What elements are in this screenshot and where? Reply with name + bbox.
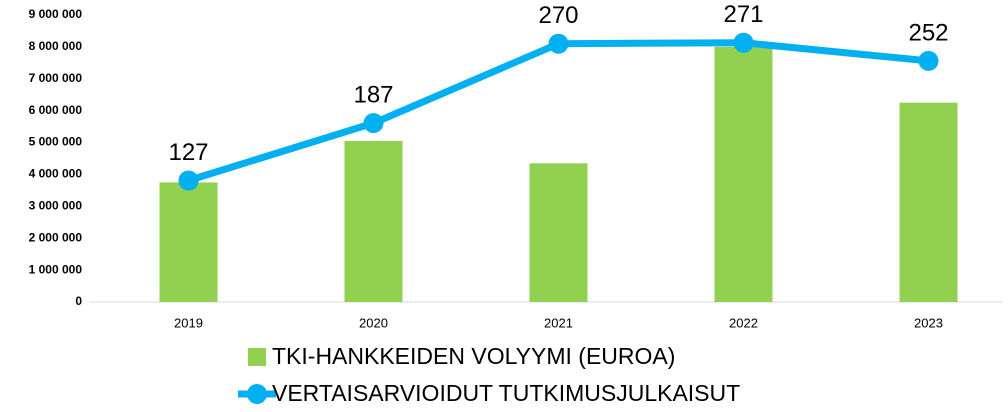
bar bbox=[344, 140, 403, 302]
marker bbox=[178, 170, 199, 191]
legend-marker bbox=[247, 384, 267, 404]
y-tick-label: 5 000 000 bbox=[29, 135, 83, 149]
y-tick-label: 9 000 000 bbox=[29, 7, 83, 21]
x-tick-label: 2020 bbox=[359, 315, 388, 330]
y-tick-label: 1 000 000 bbox=[29, 262, 83, 276]
y-tick-label: 0 bbox=[75, 294, 82, 308]
legend-label: VERTAISARVIOIDUT TUTKIMUSJULKAISUT bbox=[272, 380, 740, 406]
marker bbox=[363, 113, 384, 134]
bar bbox=[899, 102, 958, 302]
x-tick-label: 2022 bbox=[729, 315, 758, 330]
x-tick-label: 2021 bbox=[544, 315, 573, 330]
bar bbox=[714, 46, 773, 303]
x-tick-label: 2023 bbox=[914, 315, 943, 330]
data-label: 270 bbox=[538, 2, 578, 29]
data-label: 127 bbox=[168, 139, 208, 166]
y-tick-label: 8 000 000 bbox=[29, 39, 83, 53]
y-tick-label: 2 000 000 bbox=[29, 230, 83, 244]
data-label: 187 bbox=[353, 81, 393, 108]
y-tick-label: 3 000 000 bbox=[29, 199, 83, 213]
y-tick-label: 6 000 000 bbox=[29, 103, 83, 117]
bar bbox=[159, 182, 218, 302]
legend-label: TKI-HANKKEIDEN VOLYYMI (EUROA) bbox=[272, 343, 675, 369]
data-label: 271 bbox=[723, 1, 763, 28]
marker bbox=[918, 50, 939, 71]
y-tick-label: 4 000 000 bbox=[29, 167, 83, 181]
x-tick-label: 2019 bbox=[174, 315, 203, 330]
marker bbox=[733, 32, 754, 53]
data-label: 252 bbox=[908, 19, 948, 46]
line bbox=[187, 39, 929, 184]
bar bbox=[529, 163, 588, 302]
legend-swatch bbox=[248, 348, 266, 366]
marker bbox=[548, 33, 569, 54]
y-tick-label: 7 000 000 bbox=[29, 71, 83, 85]
